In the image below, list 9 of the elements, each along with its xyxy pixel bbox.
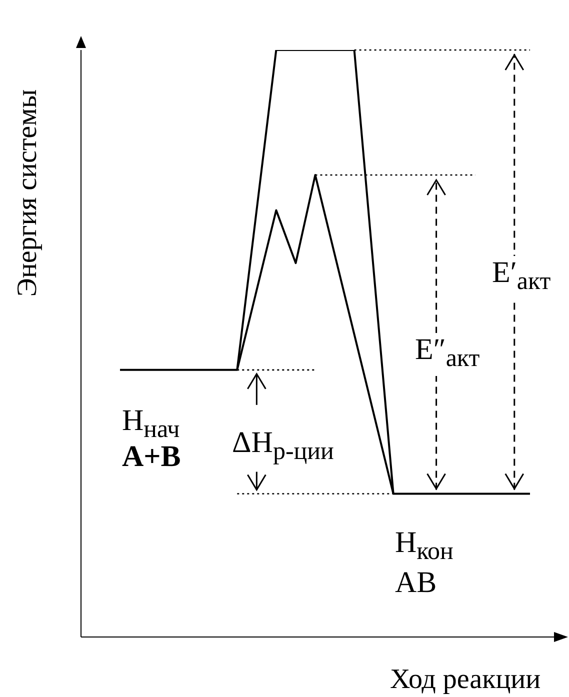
annotation: E′$_{акт}$ bbox=[490, 256, 553, 299]
annotation: H$_{нач}$ bbox=[122, 404, 180, 443]
annotation: A+B bbox=[120, 440, 183, 474]
annotation: AB bbox=[393, 566, 439, 600]
x-axis-title: Ход реакции bbox=[390, 664, 541, 696]
y-axis-title: Энергия системы bbox=[12, 89, 44, 297]
annotation: H$_{кон}$ bbox=[395, 526, 454, 565]
annotation: ΔH$_{р-ции}$ bbox=[230, 426, 336, 469]
annotation: E″$_{акт}$ bbox=[413, 333, 482, 376]
